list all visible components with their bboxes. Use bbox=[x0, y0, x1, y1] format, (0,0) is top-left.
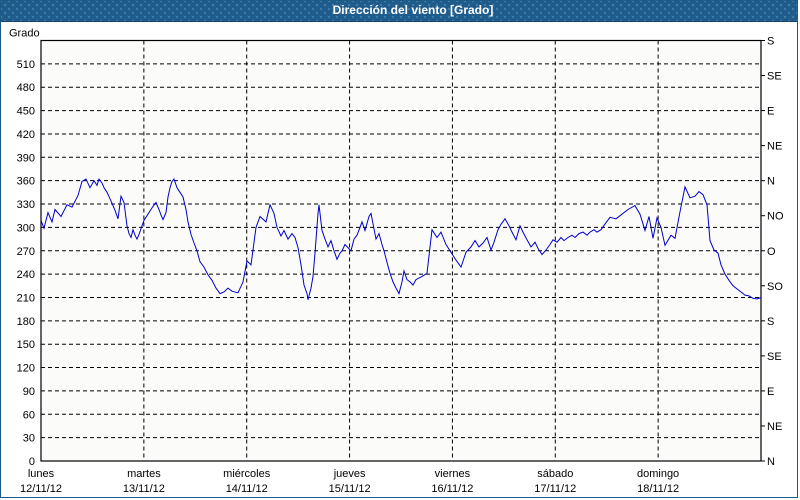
svg-text:NE: NE bbox=[767, 141, 782, 153]
svg-text:60: 60 bbox=[23, 409, 35, 421]
svg-text:S: S bbox=[767, 36, 774, 48]
svg-text:SO: SO bbox=[767, 281, 783, 293]
svg-text:N: N bbox=[767, 176, 775, 188]
svg-text:180: 180 bbox=[17, 316, 35, 328]
svg-text:30: 30 bbox=[23, 433, 35, 445]
svg-text:lunes: lunes bbox=[28, 468, 55, 480]
svg-text:SE: SE bbox=[767, 351, 782, 363]
svg-text:0: 0 bbox=[29, 456, 35, 468]
svg-text:12/11/12: 12/11/12 bbox=[20, 483, 62, 495]
svg-text:viernes: viernes bbox=[435, 468, 471, 480]
svg-text:SE: SE bbox=[767, 71, 782, 83]
svg-text:martes: martes bbox=[127, 468, 161, 480]
svg-text:240: 240 bbox=[17, 269, 35, 281]
svg-text:210: 210 bbox=[17, 293, 35, 305]
svg-text:E: E bbox=[767, 106, 774, 118]
svg-text:N: N bbox=[767, 456, 775, 468]
svg-text:15/11/12: 15/11/12 bbox=[329, 483, 371, 495]
svg-text:O: O bbox=[767, 246, 776, 258]
svg-text:420: 420 bbox=[17, 129, 35, 141]
svg-text:300: 300 bbox=[17, 222, 35, 234]
svg-text:S: S bbox=[767, 316, 774, 328]
svg-text:miércoles: miércoles bbox=[223, 468, 271, 480]
svg-text:Grado: Grado bbox=[9, 28, 40, 40]
svg-text:120: 120 bbox=[17, 363, 35, 375]
svg-text:14/11/12: 14/11/12 bbox=[226, 483, 268, 495]
svg-text:sábado: sábado bbox=[537, 468, 573, 480]
svg-text:270: 270 bbox=[17, 246, 35, 258]
svg-text:domingo: domingo bbox=[637, 468, 679, 480]
svg-text:jueves: jueves bbox=[333, 468, 366, 480]
svg-text:NE: NE bbox=[767, 421, 782, 433]
svg-text:390: 390 bbox=[17, 152, 35, 164]
svg-text:E: E bbox=[767, 386, 774, 398]
svg-text:NO: NO bbox=[767, 211, 784, 223]
svg-text:16/11/12: 16/11/12 bbox=[431, 483, 473, 495]
svg-text:13/11/12: 13/11/12 bbox=[123, 483, 165, 495]
svg-text:360: 360 bbox=[17, 176, 35, 188]
svg-text:510: 510 bbox=[17, 59, 35, 71]
svg-text:450: 450 bbox=[17, 106, 35, 118]
svg-text:330: 330 bbox=[17, 199, 35, 211]
svg-text:90: 90 bbox=[23, 386, 35, 398]
svg-text:480: 480 bbox=[17, 82, 35, 94]
svg-text:18/11/12: 18/11/12 bbox=[637, 483, 679, 495]
svg-text:17/11/12: 17/11/12 bbox=[534, 483, 576, 495]
svg-text:150: 150 bbox=[17, 339, 35, 351]
